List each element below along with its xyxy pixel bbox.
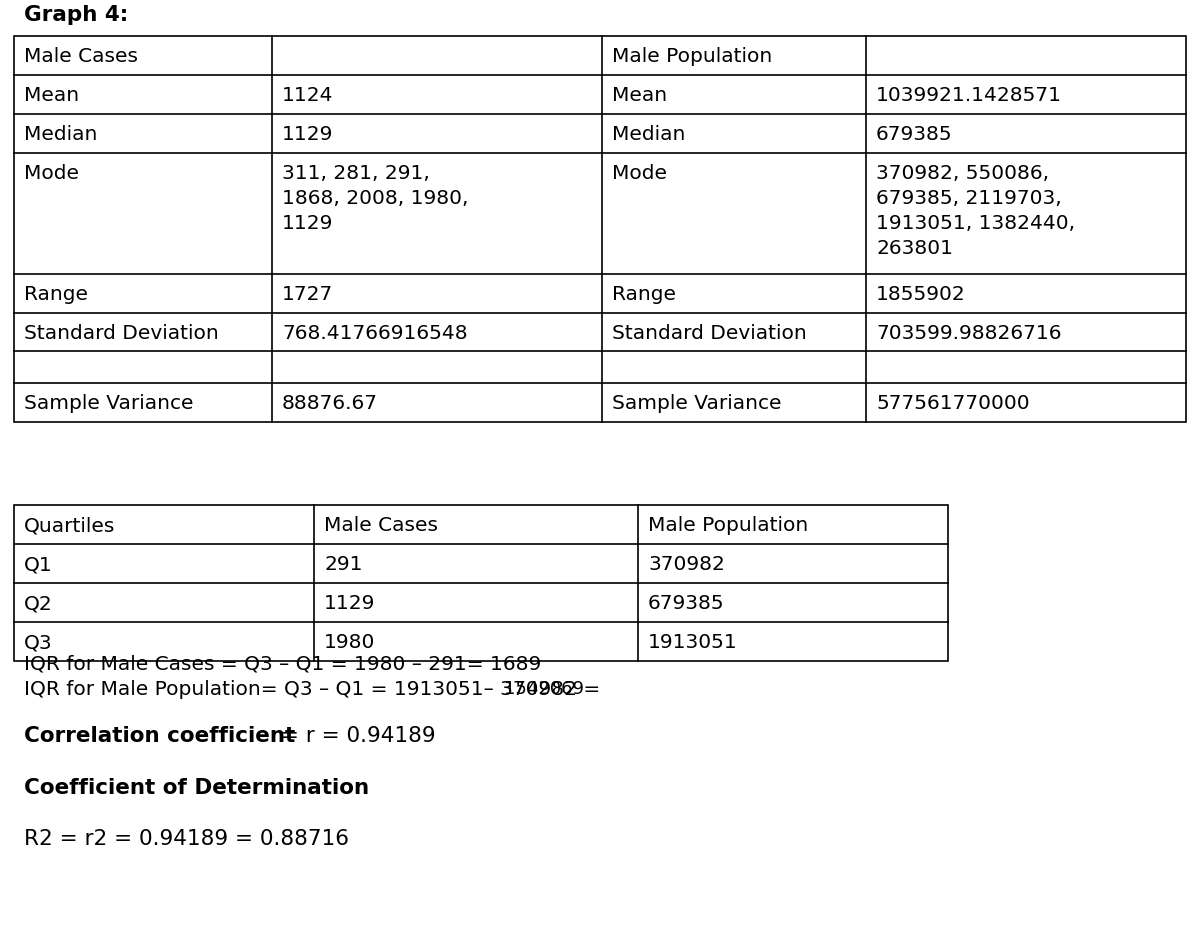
Text: 1727: 1727: [282, 285, 334, 303]
Text: Mode: Mode: [24, 163, 79, 182]
Text: 703599.98826716: 703599.98826716: [876, 324, 1062, 342]
Text: 1855902: 1855902: [876, 285, 966, 303]
Text: Q3: Q3: [24, 633, 53, 651]
Text: Standard Deviation: Standard Deviation: [612, 324, 806, 342]
Text: Mean: Mean: [24, 86, 79, 105]
Text: 1129: 1129: [282, 125, 334, 144]
Text: 1124: 1124: [282, 86, 334, 105]
Text: 291: 291: [324, 555, 362, 574]
Text: 1039921.1428571: 1039921.1428571: [876, 86, 1062, 105]
Text: 679385: 679385: [648, 594, 725, 612]
Text: Range: Range: [24, 285, 88, 303]
Text: Median: Median: [612, 125, 685, 144]
Text: Male Cases: Male Cases: [324, 516, 438, 535]
Text: Correlation coefficient: Correlation coefficient: [24, 726, 295, 746]
Text: Male Population: Male Population: [612, 47, 773, 66]
Text: 768.41766916548: 768.41766916548: [282, 324, 468, 342]
Text: Coefficient of Determination: Coefficient of Determination: [24, 777, 370, 797]
Text: Q1: Q1: [24, 555, 53, 574]
Text: R2 = r2 = 0.94189 = 0.88716: R2 = r2 = 0.94189 = 0.88716: [24, 828, 349, 848]
Text: Median: Median: [24, 125, 97, 144]
Text: Sample Variance: Sample Variance: [24, 393, 193, 412]
Text: Male Cases: Male Cases: [24, 47, 138, 66]
Text: IQR for Male Population= Q3 – Q1 = 1913051– 370982 =: IQR for Male Population= Q3 – Q1 = 19130…: [24, 679, 607, 698]
Text: 370982: 370982: [648, 555, 725, 574]
Text: 88876.67: 88876.67: [282, 393, 378, 412]
Text: Range: Range: [612, 285, 676, 303]
Text: 1542069: 1542069: [504, 679, 584, 697]
Text: Q2: Q2: [24, 594, 53, 612]
Text: = r = 0.94189: = r = 0.94189: [274, 726, 436, 746]
Text: Quartiles: Quartiles: [24, 516, 115, 535]
Bar: [14, 506, 948, 662]
Text: Mean: Mean: [612, 86, 667, 105]
Text: 370982, 550086,
679385, 2119703,
1913051, 1382440,
263801: 370982, 550086, 679385, 2119703, 1913051…: [876, 163, 1075, 257]
Text: 679385: 679385: [876, 125, 953, 144]
Text: 577561770000: 577561770000: [876, 393, 1030, 412]
Bar: [14, 37, 1186, 422]
Text: 1980: 1980: [324, 633, 376, 651]
Text: IQR for Male Cases = Q3 – Q1 = 1980 – 291= 1689: IQR for Male Cases = Q3 – Q1 = 1980 – 29…: [24, 654, 541, 673]
Text: Standard Deviation: Standard Deviation: [24, 324, 218, 342]
Text: Mode: Mode: [612, 163, 667, 182]
Text: 1913051: 1913051: [648, 633, 738, 651]
Text: 311, 281, 291,
1868, 2008, 1980,
1129: 311, 281, 291, 1868, 2008, 1980, 1129: [282, 163, 468, 232]
Text: Graph 4:: Graph 4:: [24, 5, 128, 25]
Text: Sample Variance: Sample Variance: [612, 393, 781, 412]
Text: 1129: 1129: [324, 594, 376, 612]
Text: Male Population: Male Population: [648, 516, 809, 535]
